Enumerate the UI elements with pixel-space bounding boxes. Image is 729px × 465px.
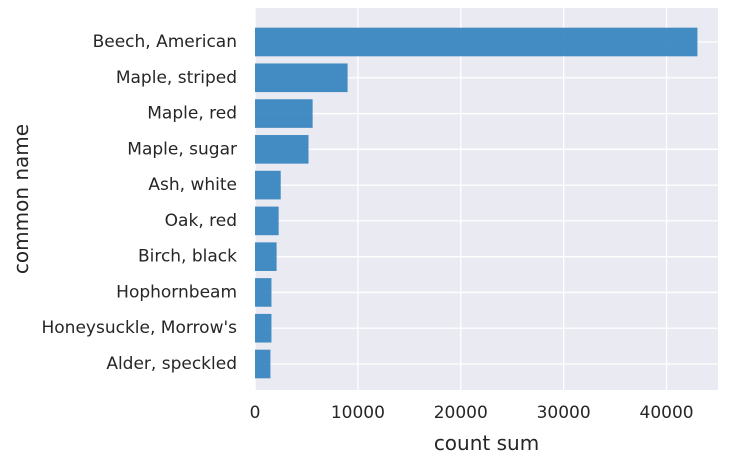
bar: [255, 170, 281, 200]
bar: [255, 99, 313, 128]
y-tick-label: Maple, red: [147, 104, 237, 124]
bar: [255, 27, 698, 57]
bar: [255, 135, 309, 164]
x-tick-labels: 0 10000 20000 30000 40000: [250, 403, 694, 423]
y-tick-label: Honeysuckle, Morrow's: [42, 318, 238, 338]
bar: [255, 242, 277, 271]
y-tick-label: Oak, red: [165, 211, 237, 231]
x-tick-label: 0: [250, 403, 261, 423]
x-tick-label: 40000: [640, 403, 694, 423]
bar: [255, 63, 348, 93]
grid-lines: [254, 8, 718, 390]
y-tick-label: Hophornbeam: [116, 282, 237, 302]
y-tick-label: Ash, white: [148, 175, 237, 195]
x-tick-label: 30000: [537, 403, 591, 423]
x-tick-label: 10000: [331, 403, 385, 423]
x-tick-label: 20000: [434, 403, 488, 423]
y-tick-label: Maple, sugar: [127, 139, 237, 159]
y-tick-labels: Beech, American Maple, striped Maple, red M…: [42, 32, 238, 374]
bar: [255, 278, 272, 307]
y-tick-label: Maple, striped: [116, 68, 237, 88]
bar: [255, 313, 272, 343]
y-tick-label: Beech, American: [93, 32, 237, 52]
y-tick-label: Alder, speckled: [106, 354, 237, 374]
y-axis-label: common name: [9, 124, 33, 274]
bar: [255, 349, 271, 379]
x-axis-label: count sum: [434, 431, 539, 455]
y-tick-label: Birch, black: [138, 247, 237, 267]
bars: [255, 27, 698, 379]
bar: [255, 206, 279, 236]
